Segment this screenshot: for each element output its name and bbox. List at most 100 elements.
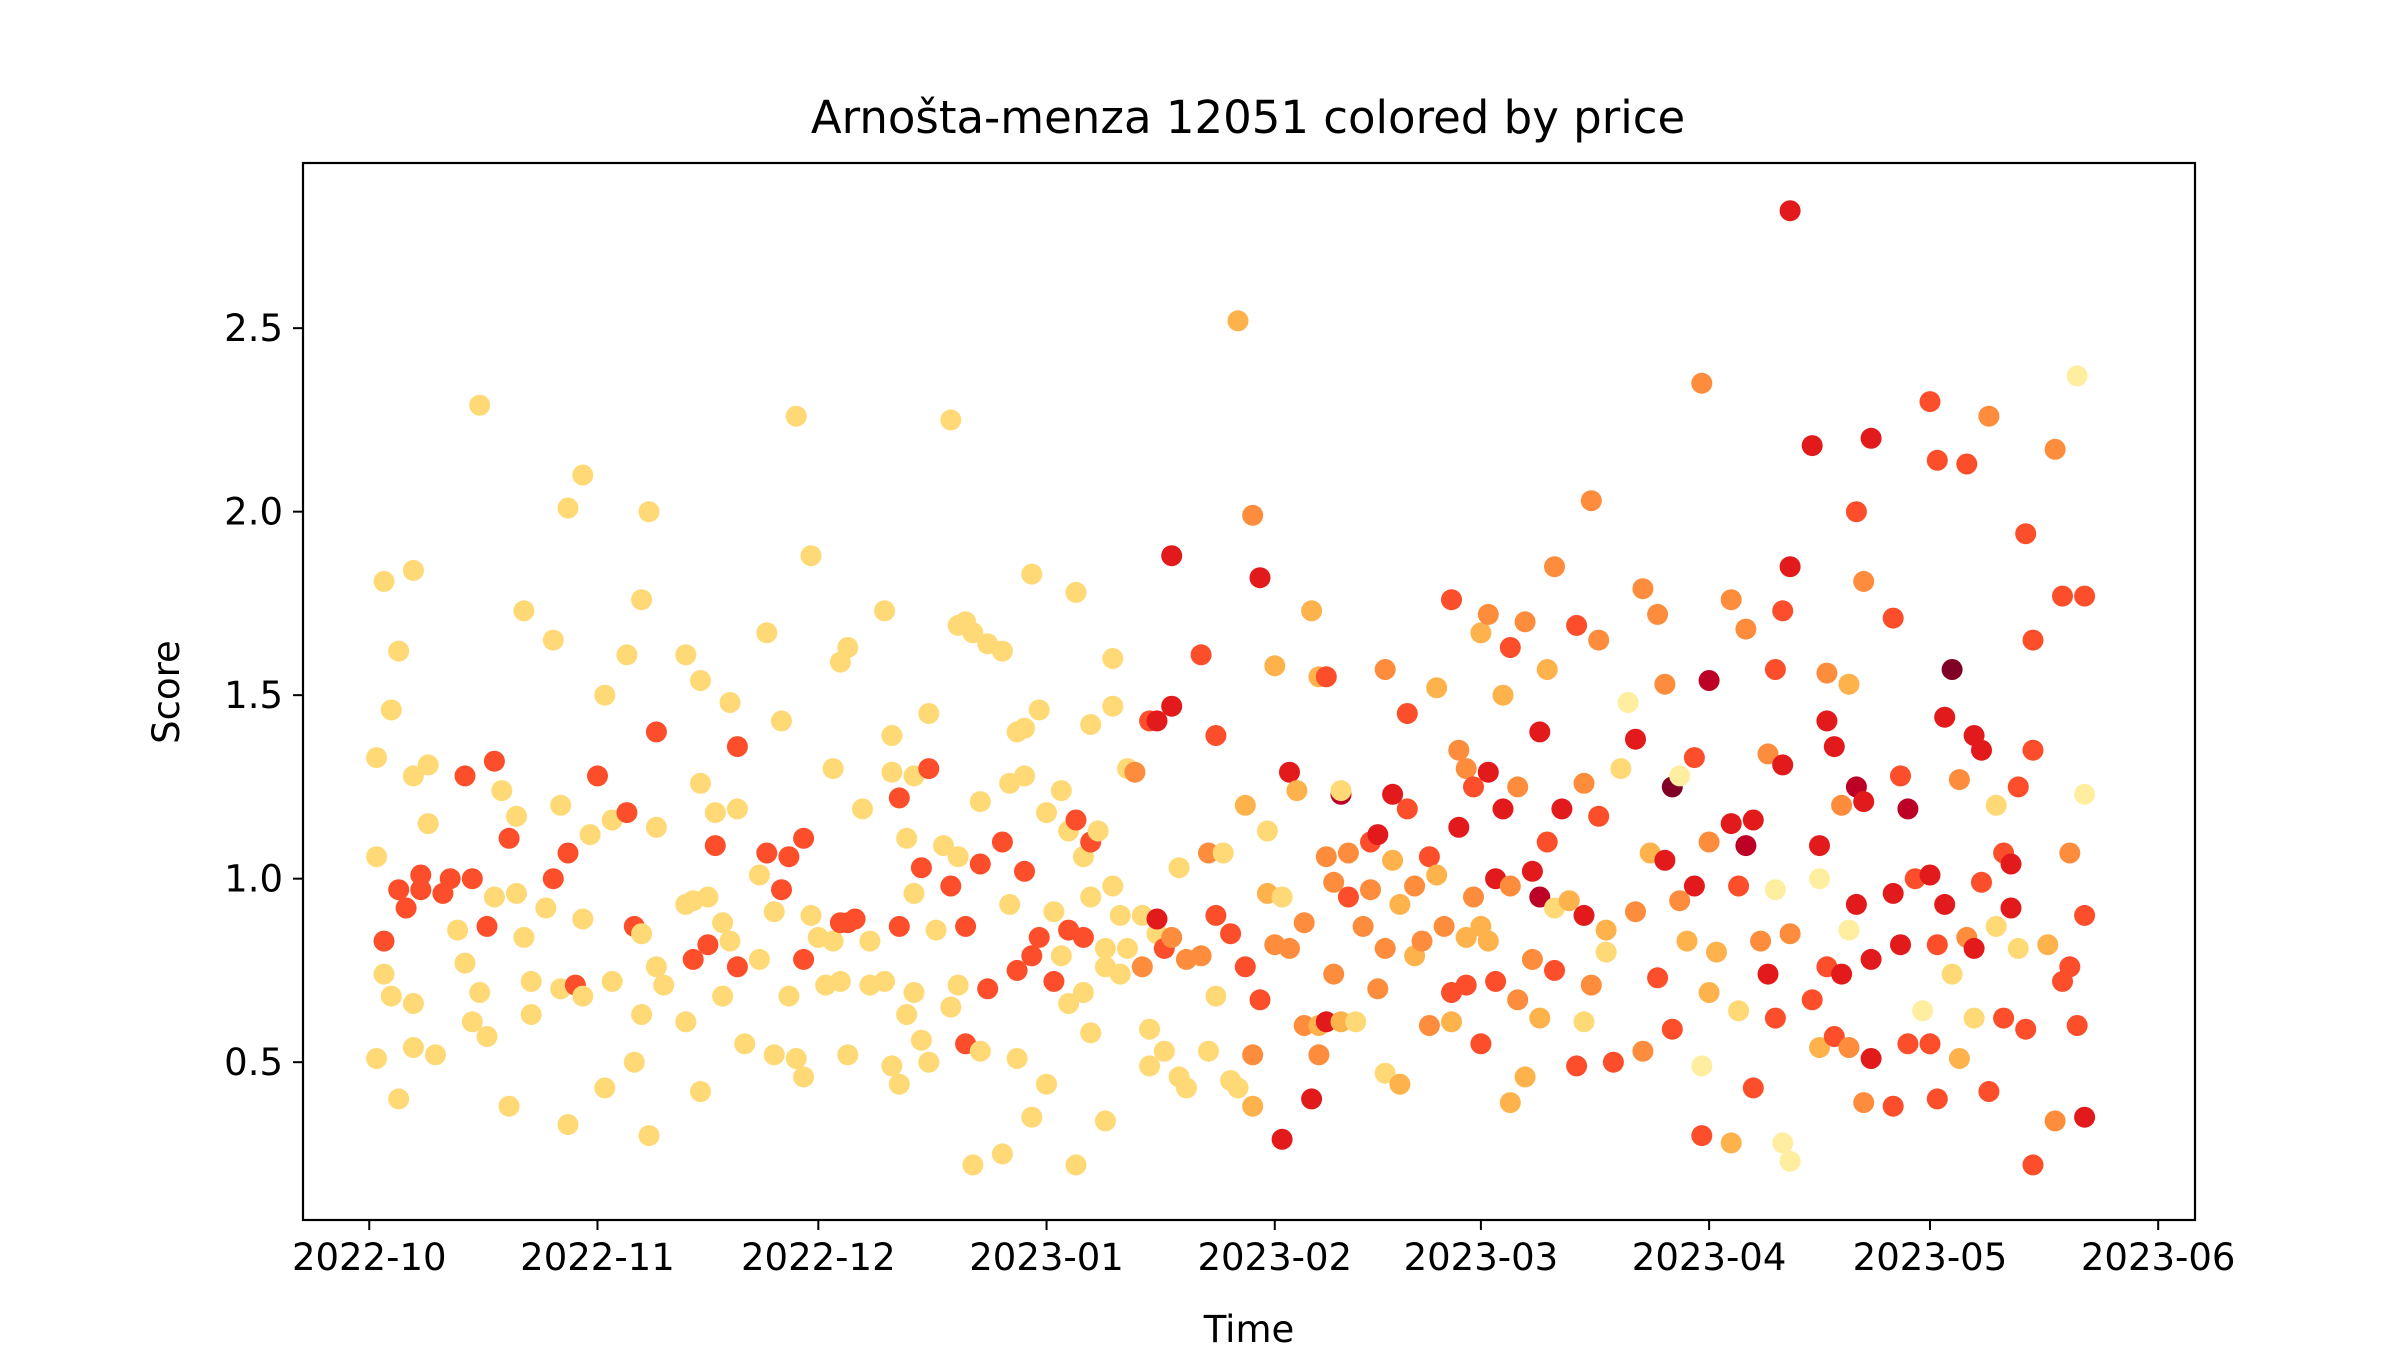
- x-tick-label: 2022-12: [741, 1236, 896, 1279]
- data-point: [366, 846, 388, 868]
- data-point: [1588, 629, 1610, 651]
- data-point: [2007, 776, 2029, 798]
- data-point: [447, 919, 469, 941]
- data-point: [1912, 1000, 1934, 1022]
- data-point: [1853, 791, 1875, 813]
- data-point: [1367, 978, 1389, 1000]
- data-point: [1249, 567, 1271, 589]
- data-point: [999, 893, 1021, 915]
- data-point: [1308, 1044, 1330, 1066]
- data-point: [535, 897, 557, 919]
- data-point: [1919, 864, 1941, 886]
- data-point: [1264, 655, 1286, 677]
- data-point: [1860, 948, 1882, 970]
- x-tick-label: 2023-04: [1632, 1236, 1787, 1279]
- data-point: [2059, 842, 2081, 864]
- data-point: [1337, 886, 1359, 908]
- data-point: [763, 901, 785, 923]
- data-point: [874, 970, 896, 992]
- data-point: [1544, 556, 1565, 578]
- data-point: [1926, 934, 1948, 956]
- data-point: [476, 915, 498, 937]
- data-point: [1971, 871, 1992, 893]
- data-point: [506, 882, 527, 904]
- data-point: [1580, 974, 1602, 996]
- data-point: [572, 985, 594, 1007]
- data-point: [756, 622, 778, 644]
- data-point: [675, 1011, 697, 1033]
- data-point: [874, 600, 896, 622]
- data-point: [550, 794, 572, 816]
- data-point: [1330, 1011, 1352, 1033]
- data-point: [2022, 629, 2044, 651]
- data-point: [1573, 1011, 1595, 1033]
- data-point: [1470, 622, 1492, 644]
- data-point: [734, 1033, 756, 1055]
- data-point: [542, 868, 564, 890]
- data-point: [1323, 963, 1345, 985]
- data-point: [1279, 761, 1300, 783]
- data-point: [1470, 1033, 1492, 1055]
- y-tick-label: 1.0: [224, 858, 283, 901]
- data-point: [645, 816, 667, 838]
- data-point: [888, 1073, 910, 1095]
- data-point: [1514, 611, 1536, 633]
- data-point: [2066, 1015, 2088, 1036]
- data-point: [933, 835, 954, 857]
- data-point: [1735, 835, 1757, 857]
- data-point: [1669, 765, 1691, 787]
- data-point: [1823, 736, 1845, 758]
- data-point: [1242, 1095, 1264, 1117]
- data-point: [771, 879, 792, 901]
- data-point: [1374, 937, 1396, 959]
- data-point: [366, 747, 388, 769]
- data-point: [962, 622, 984, 644]
- data-point: [1779, 556, 1801, 578]
- data-point: [1477, 930, 1499, 952]
- data-point: [1198, 1040, 1219, 1062]
- data-point: [1926, 449, 1948, 471]
- data-point: [925, 919, 947, 941]
- data-point: [1455, 926, 1477, 948]
- data-point: [631, 589, 653, 611]
- data-point: [1455, 758, 1477, 780]
- data-point: [1072, 926, 1094, 948]
- data-point: [1271, 1128, 1293, 1150]
- data-point: [1728, 1000, 1750, 1022]
- data-point: [594, 684, 616, 706]
- x-axis: 2022-10 2022-11 2022-12 2023-01 2023-02 2023-…: [292, 1220, 2235, 1279]
- data-point: [402, 559, 424, 581]
- data-point: [1021, 563, 1043, 585]
- data-point: [852, 798, 873, 820]
- x-tick-label: 2023-05: [1853, 1236, 2008, 1279]
- data-point: [1139, 1055, 1161, 1077]
- data-point: [2037, 934, 2059, 956]
- data-point: [903, 982, 925, 1003]
- data-point: [1978, 405, 2000, 427]
- data-point: [1205, 904, 1227, 926]
- data-point: [991, 1143, 1013, 1165]
- data-point: [1757, 963, 1779, 985]
- data-point: [572, 908, 594, 930]
- data-point: [366, 1048, 388, 1069]
- data-point: [1131, 956, 1153, 978]
- data-point: [785, 1048, 807, 1069]
- data-point: [513, 600, 535, 622]
- y-tick-label: 2.0: [224, 491, 283, 534]
- data-point: [1021, 945, 1043, 967]
- data-point: [1816, 662, 1838, 684]
- data-point: [1683, 747, 1705, 769]
- data-point: [697, 934, 719, 956]
- x-axis-label: Time: [1203, 1308, 1295, 1350]
- data-point: [498, 1095, 520, 1117]
- x-tick-label: 2022-11: [520, 1236, 675, 1279]
- data-point: [1337, 842, 1359, 864]
- data-point: [1948, 769, 1970, 791]
- data-point: [1588, 805, 1610, 827]
- data-point: [704, 835, 726, 857]
- data-point: [2052, 585, 2073, 607]
- data-point: [1809, 1037, 1830, 1058]
- data-point: [1315, 1011, 1337, 1033]
- data-point: [888, 787, 910, 809]
